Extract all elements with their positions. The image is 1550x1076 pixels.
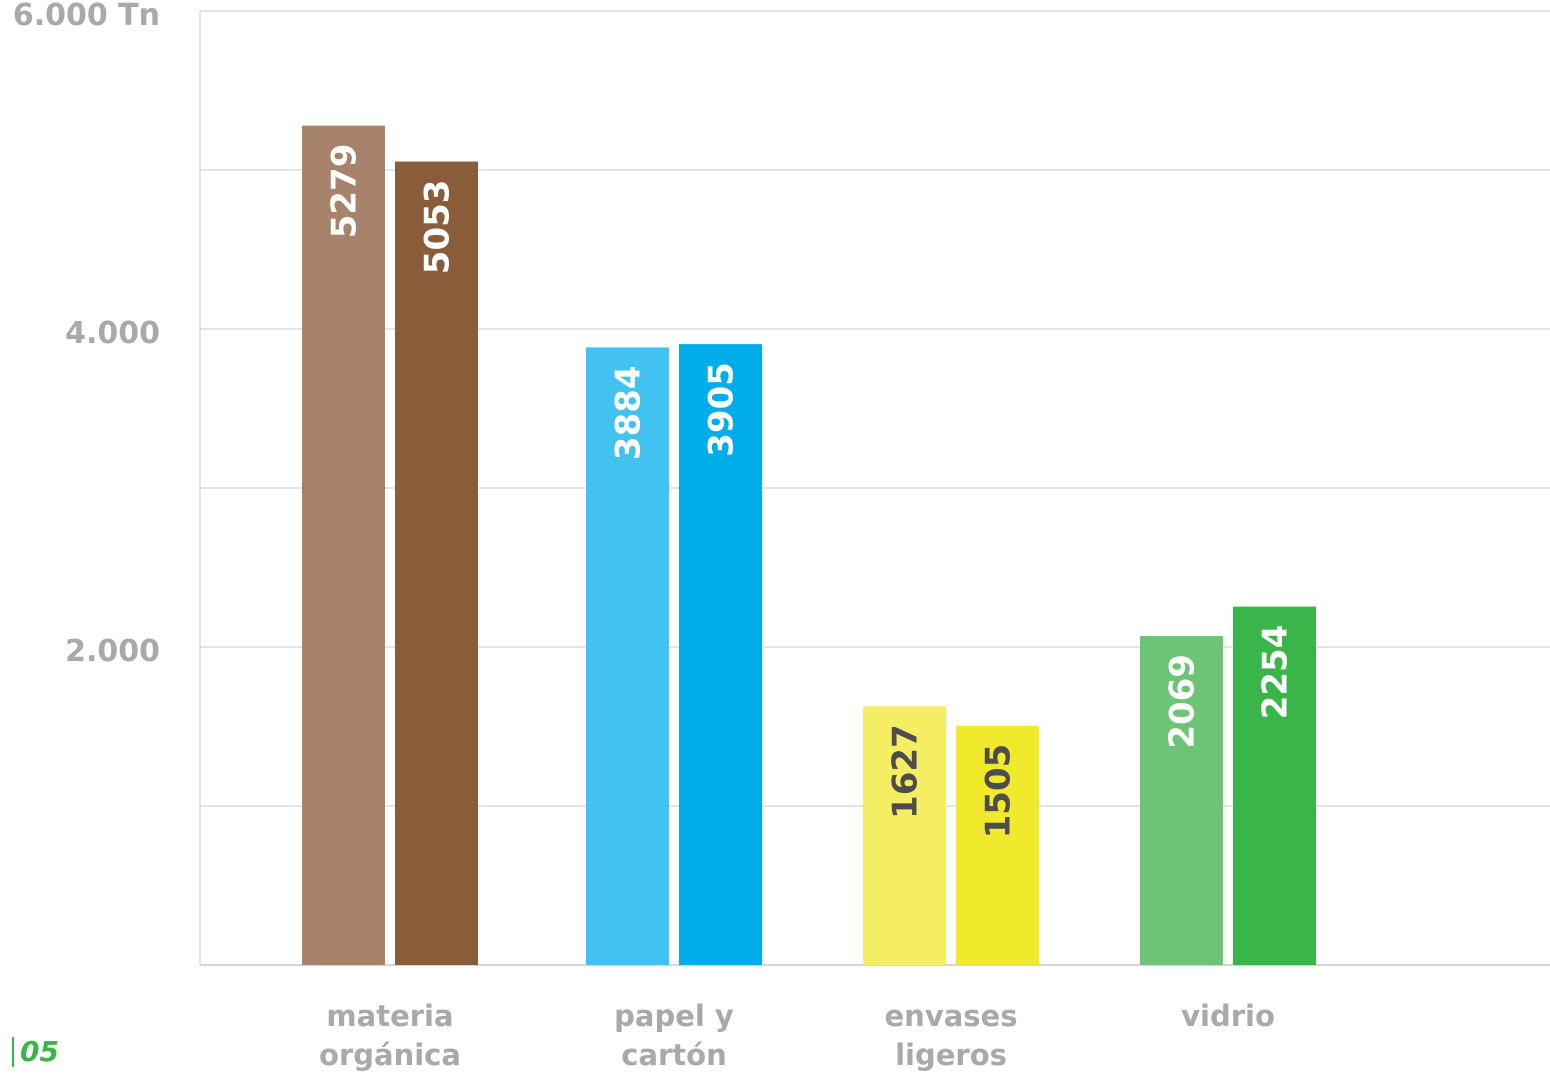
bar [1233, 606, 1316, 965]
bar-value-label: 1627 [886, 724, 926, 819]
category-label: envases [885, 999, 1018, 1033]
bar-value-label: 2069 [1163, 654, 1203, 749]
bar-value-label: 2254 [1256, 625, 1296, 720]
category-label: ligeros [895, 1038, 1007, 1072]
bar [395, 161, 478, 965]
category-label: vidrio [1181, 999, 1275, 1033]
bar [586, 347, 669, 966]
category-label: orgánica [319, 1038, 461, 1072]
bar [956, 725, 1039, 965]
category-label: materia [326, 999, 453, 1033]
bar [679, 344, 762, 966]
bar-value-label: 1505 [979, 744, 1019, 839]
y-tick-label: 4.000 [65, 316, 160, 351]
bar-value-label: 5279 [325, 144, 365, 239]
bar [302, 125, 385, 966]
y-tick-label: 2.000 [65, 634, 160, 669]
bar [1140, 636, 1223, 965]
bar-value-label: 5053 [418, 180, 458, 275]
category-label: cartón [621, 1038, 727, 1072]
bar [863, 706, 946, 965]
y-tick-label: 6.000 Tn [13, 0, 160, 33]
bar-value-label: 3905 [702, 362, 742, 457]
bar-value-label: 3884 [609, 365, 649, 460]
category-label: papel y [614, 999, 734, 1033]
page-number: 05 [12, 1037, 59, 1067]
